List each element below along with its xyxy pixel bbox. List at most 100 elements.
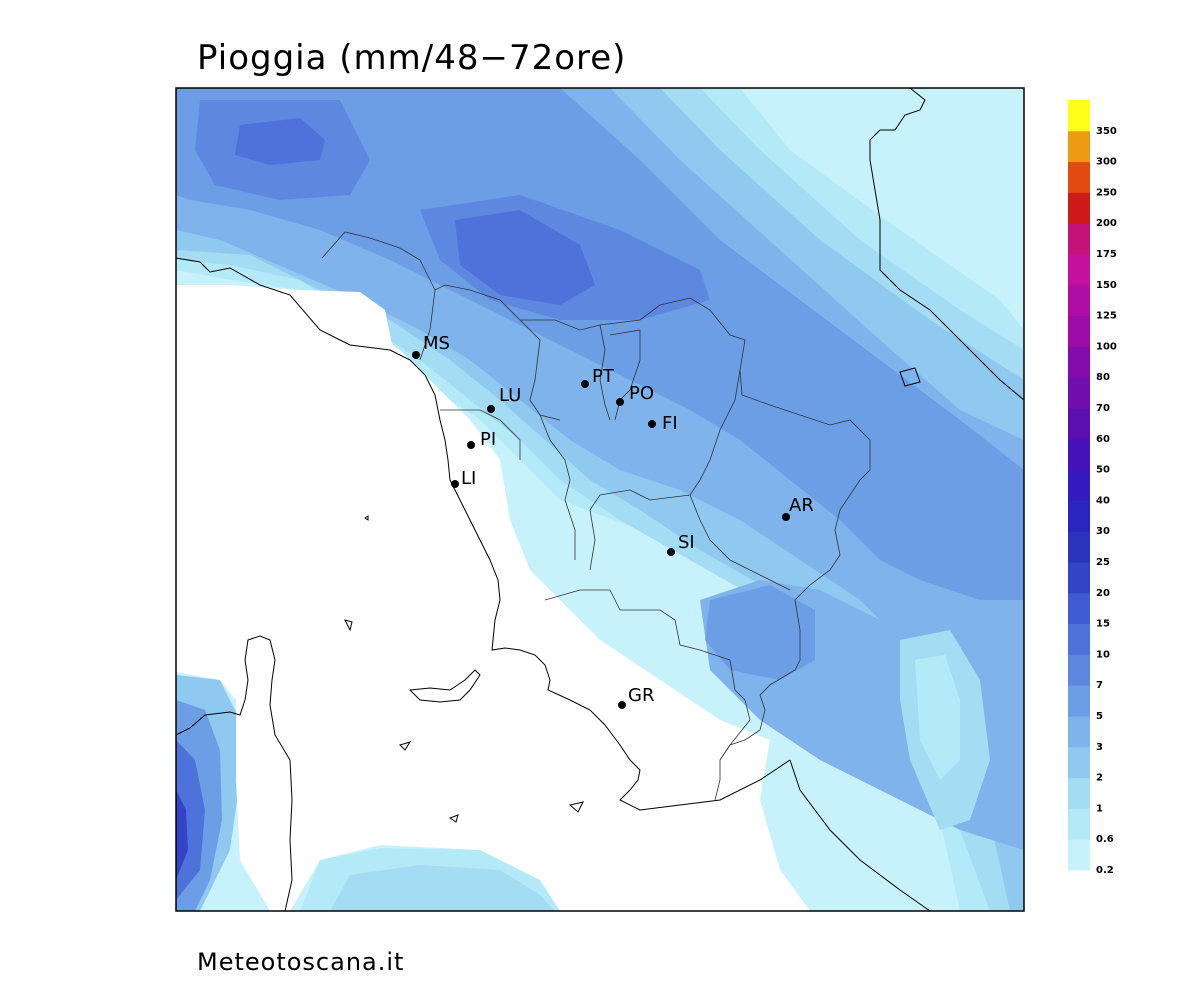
border-pt-fi xyxy=(599,324,611,421)
legend-swatch xyxy=(1068,562,1090,594)
city-pt: PT xyxy=(581,366,615,388)
legend-label: 150 xyxy=(1096,280,1117,291)
legend-label: 70 xyxy=(1096,403,1110,414)
dry-area-west xyxy=(176,290,810,911)
city-dot-si xyxy=(667,548,675,556)
legend-label: 60 xyxy=(1096,434,1110,445)
legend-label: 7 xyxy=(1096,680,1103,691)
legend-swatch xyxy=(1068,284,1090,317)
legend-label: 3 xyxy=(1096,742,1103,753)
city-label-si: SI xyxy=(678,532,695,553)
legend-swatch xyxy=(1068,839,1090,871)
legend-label: 20 xyxy=(1096,588,1110,599)
legend-swatch xyxy=(1068,592,1090,625)
city-dot-li xyxy=(451,480,459,488)
city-dot-lu xyxy=(487,405,495,413)
city-label-gr: GR xyxy=(628,685,654,706)
site-credit: Meteotoscana.it xyxy=(197,948,405,976)
border-tuscany xyxy=(321,231,871,801)
legend-label: 30 xyxy=(1096,526,1110,537)
legend-label: 80 xyxy=(1096,372,1110,383)
legend-swatch xyxy=(1068,223,1090,255)
border-pi-li xyxy=(440,409,521,460)
city-po: PO xyxy=(616,383,654,406)
legend-swatch xyxy=(1068,192,1090,224)
legend-swatch xyxy=(1068,808,1090,840)
precip-zone-se-lighter xyxy=(915,655,960,780)
legend-swatch xyxy=(1068,161,1090,193)
legend-label: 40 xyxy=(1096,495,1110,506)
border-pi-fi xyxy=(539,414,576,560)
border-si-gr xyxy=(544,589,746,701)
city-dot-pt xyxy=(581,380,589,388)
precip-zone-5 xyxy=(176,88,1024,600)
city-label-po: PO xyxy=(629,383,654,404)
dry-area-northwest xyxy=(176,285,392,360)
legend-label: 0.2 xyxy=(1096,865,1114,876)
legend-label: 10 xyxy=(1096,649,1110,660)
precip-zone-se-5 xyxy=(705,585,815,680)
legend-swatch xyxy=(1068,315,1090,347)
precip-zone-3 xyxy=(176,88,1024,800)
legend-label: 200 xyxy=(1096,218,1117,229)
city-label-li: LI xyxy=(461,468,476,489)
island-giglio xyxy=(568,801,584,813)
legend-label: 50 xyxy=(1096,465,1110,476)
precip-zone-s-2 xyxy=(330,865,555,911)
province-borders xyxy=(321,231,871,801)
city-pi: PI xyxy=(467,429,496,450)
border-ms-lu xyxy=(419,289,436,361)
legend-label: 300 xyxy=(1096,157,1117,168)
city-label-fi: FI xyxy=(662,413,678,434)
legend-swatch xyxy=(1068,531,1090,563)
city-ms: MS xyxy=(412,333,450,359)
city-label-lu: LU xyxy=(499,385,521,406)
city-ar: AR xyxy=(782,495,814,521)
city-lu: LU xyxy=(487,385,521,413)
legend-swatch xyxy=(1068,130,1090,163)
city-label-pt: PT xyxy=(592,366,615,387)
legend-label: 100 xyxy=(1096,341,1117,352)
legend-swatch xyxy=(1068,346,1090,378)
legend-label: 25 xyxy=(1096,557,1110,568)
corsica xyxy=(175,635,293,912)
city-dot-fi xyxy=(648,420,656,428)
legend-swatch xyxy=(1068,469,1090,501)
city-dot-ms xyxy=(412,351,420,359)
legend-swatch xyxy=(1068,746,1090,779)
city-label-ms: MS xyxy=(423,333,450,354)
legend-label: 1 xyxy=(1096,803,1103,814)
city-dot-pi xyxy=(467,441,475,449)
elba xyxy=(408,669,481,703)
legend-swatch xyxy=(1068,500,1090,532)
color-legend: 0.2 0.6 1 2 3 5 7 10 15 20 25 30 40 50 60 70 80 100 125 150… xyxy=(1068,100,1117,876)
island-montecristo xyxy=(448,814,459,823)
legend-swatch xyxy=(1068,623,1090,655)
legend-swatch xyxy=(1068,654,1090,686)
border-fi-ar xyxy=(589,369,741,571)
precip-zone-sw-4 xyxy=(176,790,188,880)
legend-label: 350 xyxy=(1096,126,1117,137)
island-gorgona xyxy=(364,515,369,521)
legend-label: 15 xyxy=(1096,619,1110,630)
legend-label: 5 xyxy=(1096,711,1103,722)
legend-label: 250 xyxy=(1096,187,1117,198)
border-gr-lazio xyxy=(719,699,751,761)
border-lu-pt xyxy=(519,319,561,421)
legend-label: 0.6 xyxy=(1096,834,1114,845)
city-fi: FI xyxy=(648,413,678,434)
capraia xyxy=(344,619,353,632)
legend-swatch xyxy=(1068,377,1090,409)
city-si: SI xyxy=(667,532,695,556)
legend-swatch xyxy=(1068,100,1090,132)
legend-swatch xyxy=(1068,408,1090,440)
map-title: Pioggia (mm/48−72ore) xyxy=(197,38,627,78)
legend-label: 175 xyxy=(1096,249,1117,260)
city-gr: GR xyxy=(618,685,654,709)
city-label-ar: AR xyxy=(789,495,814,516)
legend-swatch xyxy=(1068,254,1090,286)
precip-zone-10 xyxy=(235,118,595,305)
island-pianosa xyxy=(399,741,412,751)
map-frame xyxy=(175,87,1025,912)
